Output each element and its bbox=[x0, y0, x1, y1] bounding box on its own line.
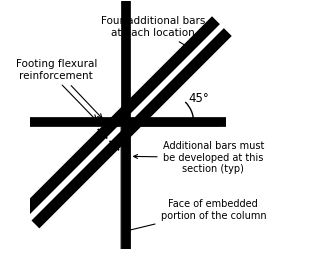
Text: Face of embedded
portion of the column: Face of embedded portion of the column bbox=[125, 199, 266, 232]
Text: Footing flexural
reinforcement: Footing flexural reinforcement bbox=[16, 59, 102, 118]
Text: Additional bars must
be developed at this
section (typ): Additional bars must be developed at thi… bbox=[134, 141, 264, 174]
Text: Four additional bars
at each location: Four additional bars at each location bbox=[101, 16, 205, 50]
Text: 45°: 45° bbox=[188, 92, 209, 105]
